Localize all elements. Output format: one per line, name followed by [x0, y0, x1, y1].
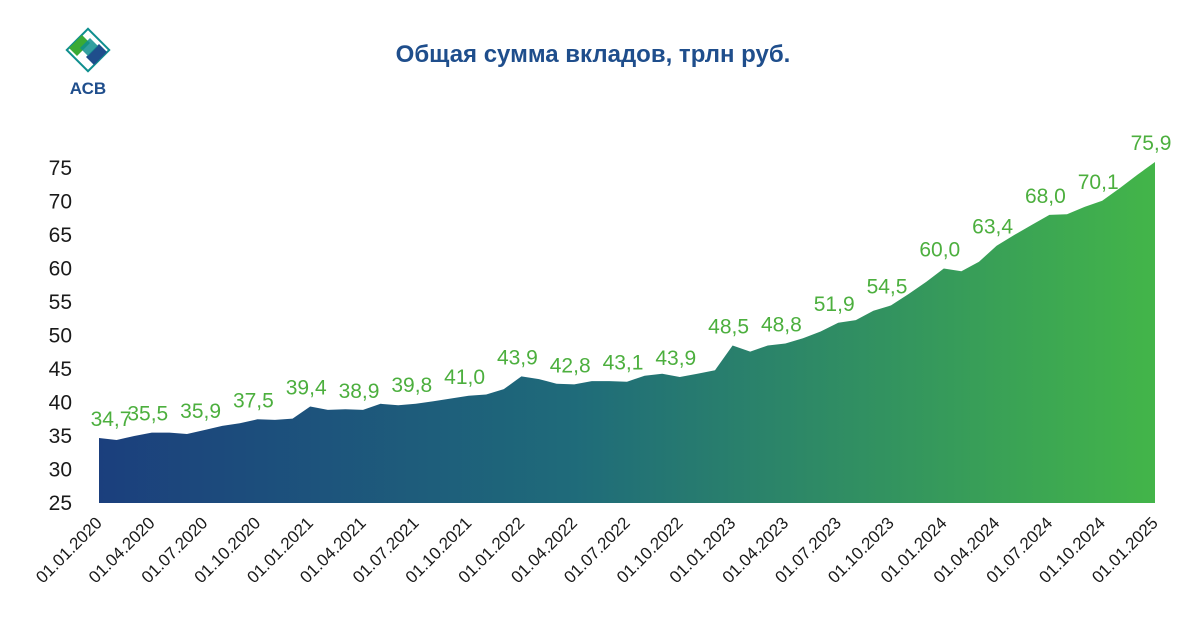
data-label: 35,9	[180, 400, 221, 423]
data-label: 42,8	[550, 354, 591, 377]
y-tick-label: 70	[49, 191, 72, 214]
data-label: 38,9	[339, 380, 380, 403]
data-label: 75,9	[1131, 132, 1172, 155]
asv-logo-text: АСВ	[70, 79, 106, 98]
y-tick-label: 30	[49, 459, 72, 482]
deposits-area-series	[99, 162, 1155, 503]
data-label: 39,4	[286, 377, 327, 400]
data-label: 60,0	[919, 239, 960, 262]
data-label: 43,9	[655, 347, 696, 370]
data-label: 68,0	[1025, 185, 1066, 208]
y-tick-label: 40	[49, 392, 72, 415]
y-tick-label: 60	[49, 258, 72, 281]
data-label: 70,1	[1078, 171, 1119, 194]
data-label: 43,9	[497, 346, 538, 369]
y-tick-label: 45	[49, 358, 72, 381]
data-label: 43,1	[603, 352, 644, 375]
asv-logo: АСВ	[65, 27, 111, 98]
data-label: 35,5	[127, 403, 168, 426]
data-label: 39,8	[391, 374, 432, 397]
data-label: 48,8	[761, 314, 802, 337]
asv-logo-emblem-icon	[65, 27, 111, 73]
y-tick-label: 55	[49, 291, 72, 314]
data-label: 48,5	[708, 316, 749, 339]
y-tick-label: 50	[49, 325, 72, 348]
y-tick-label: 75	[49, 157, 72, 180]
data-label: 41,0	[444, 366, 485, 389]
data-label: 51,9	[814, 293, 855, 316]
data-label: 54,5	[867, 275, 908, 298]
data-label: 37,5	[233, 389, 274, 412]
data-labels: 34,735,5 35,9 37,5 39,4 38,9 39,8 41,0 43,9 42,8…	[91, 132, 1172, 431]
y-tick-label: 65	[49, 224, 72, 247]
data-label: 63,4	[972, 216, 1013, 239]
y-axis-ticks: 25 30 35 40 45 50 55 60 65 70 75	[49, 157, 72, 515]
y-tick-label: 35	[49, 425, 72, 448]
chart-title: Общая сумма вкладов, трлн руб.	[396, 41, 791, 68]
data-label: 34,7	[91, 408, 132, 431]
x-axis-ticks: 01.01.202001.04.202001.07.202001.10.2020…	[32, 513, 1162, 587]
y-tick-label: 25	[49, 492, 72, 515]
